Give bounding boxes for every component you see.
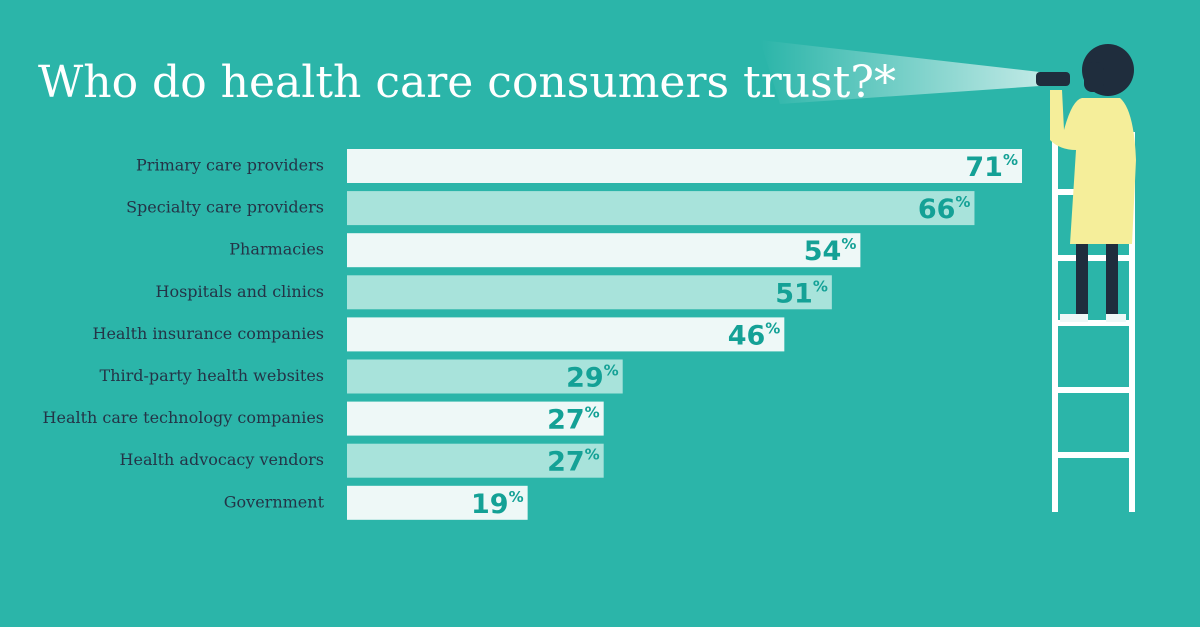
bar (347, 275, 832, 310)
bar (347, 149, 1022, 183)
category-label: Health care technology companies (43, 408, 324, 427)
category-label: Hospitals and clinics (156, 282, 325, 301)
bar (347, 191, 975, 226)
value-label: 51% (775, 277, 828, 309)
category-label: Pharmacies (229, 240, 324, 259)
light-beam (760, 40, 1040, 104)
value-label: 29% (566, 361, 619, 393)
value-label: 27% (547, 403, 600, 435)
category-label: Health advocacy vendors (120, 450, 324, 469)
bar (347, 359, 623, 394)
bar (347, 317, 785, 352)
person-illustration (1036, 44, 1136, 322)
bar (347, 233, 861, 268)
category-label: Specialty care providers (126, 198, 324, 217)
value-label: 66% (918, 193, 971, 225)
value-label: 46% (728, 319, 781, 351)
chart-title: Who do health care consumers trust?* (38, 57, 896, 108)
value-label: 27% (547, 445, 600, 477)
bar (347, 443, 604, 478)
category-label: Government (224, 492, 325, 511)
category-label: Primary care providers (136, 156, 324, 175)
bar (347, 485, 528, 520)
category-label: Third-party health websites (100, 366, 324, 385)
value-label: 54% (804, 235, 857, 267)
bar (347, 401, 604, 436)
value-label: 19% (471, 487, 524, 519)
category-label: Health insurance companies (93, 324, 325, 343)
value-label: 71% (965, 151, 1018, 183)
